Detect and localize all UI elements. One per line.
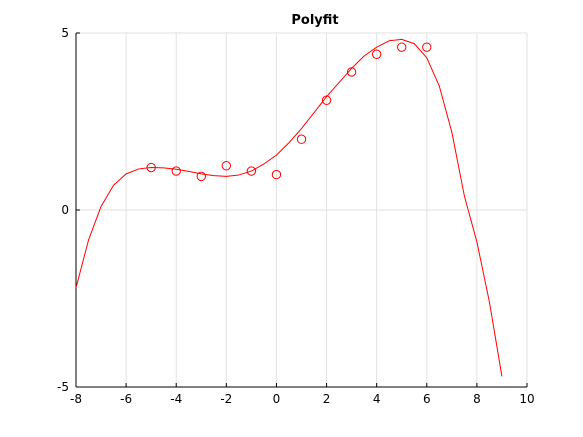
x-tick-label: 10 — [519, 392, 534, 406]
x-tick-label: 0 — [273, 392, 281, 406]
x-tick-label: -4 — [170, 392, 182, 406]
x-tick-label: 8 — [473, 392, 481, 406]
fit-curve-line — [76, 39, 502, 376]
data-point-marker — [398, 43, 406, 51]
grid — [76, 33, 527, 387]
tick-labels: -8 -6 -4 -2 0 2 4 6 8 10 -5 0 5 — [57, 26, 535, 406]
x-tick-label: 2 — [323, 392, 331, 406]
x-tick-label: -8 — [70, 392, 82, 406]
x-tick-label: 6 — [423, 392, 431, 406]
plot-area — [76, 39, 502, 376]
x-tick-label: -2 — [220, 392, 232, 406]
y-tick-label: 0 — [61, 203, 69, 217]
x-tick-label: -6 — [120, 392, 132, 406]
y-tick-label: 5 — [61, 26, 69, 40]
x-tick-label: 4 — [373, 392, 381, 406]
chart-title: Polyfit — [291, 13, 338, 28]
y-tick-label: -5 — [57, 380, 69, 394]
data-point-marker — [297, 135, 305, 143]
